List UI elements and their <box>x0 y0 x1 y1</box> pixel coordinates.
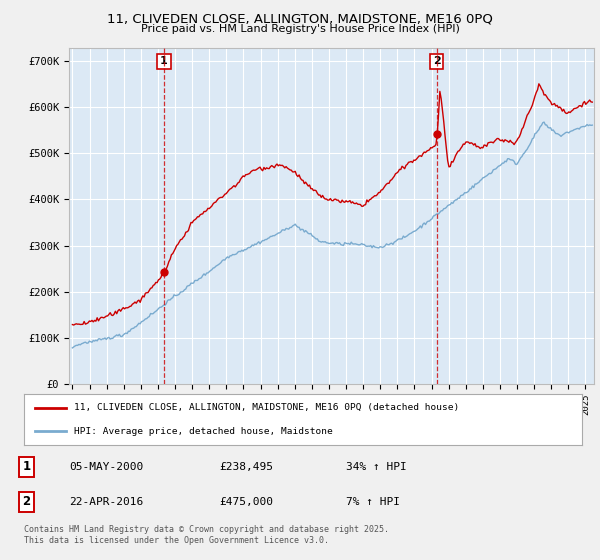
Text: 2: 2 <box>433 57 441 67</box>
Text: 05-MAY-2000: 05-MAY-2000 <box>70 462 144 472</box>
Text: Contains HM Land Registry data © Crown copyright and database right 2025.
This d: Contains HM Land Registry data © Crown c… <box>24 525 389 545</box>
Text: 34% ↑ HPI: 34% ↑ HPI <box>346 462 407 472</box>
Text: 22-APR-2016: 22-APR-2016 <box>70 497 144 507</box>
Text: HPI: Average price, detached house, Maidstone: HPI: Average price, detached house, Maid… <box>74 427 333 436</box>
Text: 1: 1 <box>22 460 31 473</box>
Text: £238,495: £238,495 <box>220 462 274 472</box>
Text: 2: 2 <box>22 495 31 508</box>
Text: 7% ↑ HPI: 7% ↑ HPI <box>346 497 400 507</box>
Text: £475,000: £475,000 <box>220 497 274 507</box>
Text: 11, CLIVEDEN CLOSE, ALLINGTON, MAIDSTONE, ME16 0PQ: 11, CLIVEDEN CLOSE, ALLINGTON, MAIDSTONE… <box>107 12 493 25</box>
Text: 11, CLIVEDEN CLOSE, ALLINGTON, MAIDSTONE, ME16 0PQ (detached house): 11, CLIVEDEN CLOSE, ALLINGTON, MAIDSTONE… <box>74 403 460 412</box>
Text: 1: 1 <box>160 57 168 67</box>
Text: Price paid vs. HM Land Registry's House Price Index (HPI): Price paid vs. HM Land Registry's House … <box>140 24 460 34</box>
